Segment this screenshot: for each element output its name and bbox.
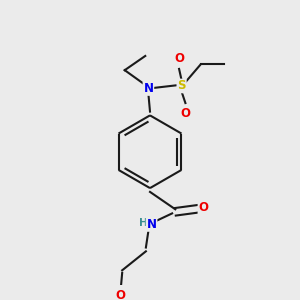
Text: H: H <box>139 218 148 228</box>
Text: N: N <box>147 218 157 231</box>
Text: O: O <box>116 289 126 300</box>
Text: O: O <box>174 52 184 65</box>
Text: O: O <box>180 107 190 120</box>
Text: S: S <box>177 80 186 92</box>
Text: O: O <box>198 201 208 214</box>
Text: N: N <box>143 82 153 95</box>
